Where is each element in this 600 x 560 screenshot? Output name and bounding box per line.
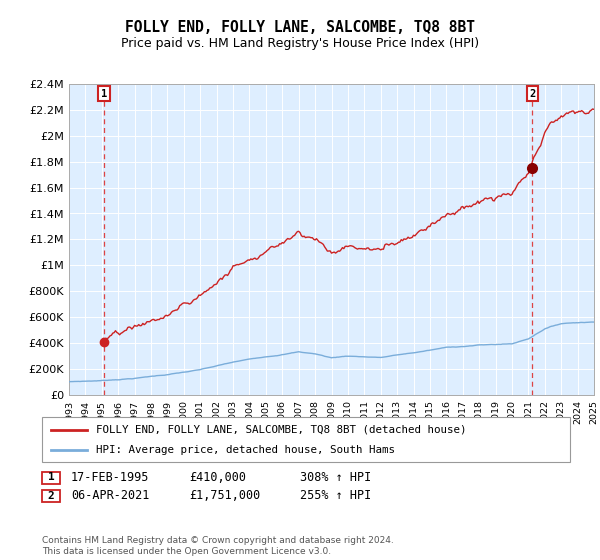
Text: FOLLY END, FOLLY LANE, SALCOMBE, TQ8 8BT: FOLLY END, FOLLY LANE, SALCOMBE, TQ8 8BT xyxy=(125,20,475,35)
Text: 06-APR-2021: 06-APR-2021 xyxy=(71,489,149,502)
Text: FOLLY END, FOLLY LANE, SALCOMBE, TQ8 8BT (detached house): FOLLY END, FOLLY LANE, SALCOMBE, TQ8 8BT… xyxy=(96,424,467,435)
Text: 17-FEB-1995: 17-FEB-1995 xyxy=(71,470,149,484)
Text: £410,000: £410,000 xyxy=(189,470,246,484)
Text: 308% ↑ HPI: 308% ↑ HPI xyxy=(300,470,371,484)
Text: 1: 1 xyxy=(47,472,55,482)
Text: 1: 1 xyxy=(101,88,107,99)
Text: 2: 2 xyxy=(529,88,536,99)
Text: £1,751,000: £1,751,000 xyxy=(189,489,260,502)
Text: Price paid vs. HM Land Registry's House Price Index (HPI): Price paid vs. HM Land Registry's House … xyxy=(121,37,479,50)
Text: Contains HM Land Registry data © Crown copyright and database right 2024.
This d: Contains HM Land Registry data © Crown c… xyxy=(42,536,394,556)
Text: 2: 2 xyxy=(47,491,55,501)
Text: 255% ↑ HPI: 255% ↑ HPI xyxy=(300,489,371,502)
Text: HPI: Average price, detached house, South Hams: HPI: Average price, detached house, Sout… xyxy=(96,445,395,455)
